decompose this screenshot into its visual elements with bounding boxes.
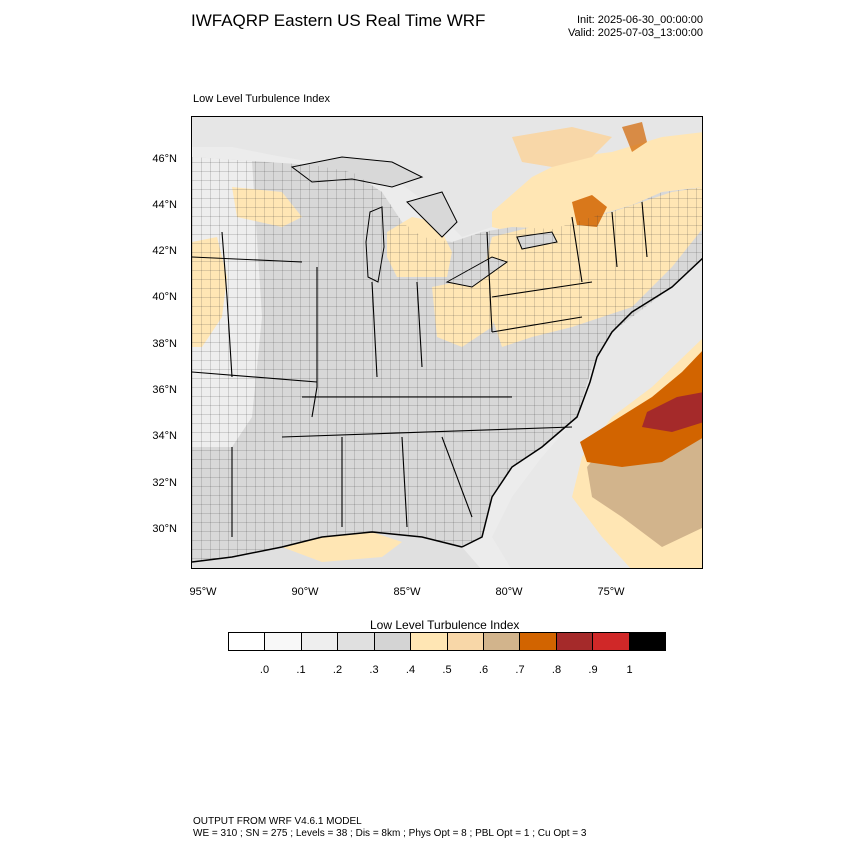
colorbar-label-2: .2	[332, 664, 343, 676]
lat-label-46n: 46°N	[152, 153, 177, 165]
valid-time: Valid: 2025-07-03_13:00:00	[568, 27, 703, 39]
init-time: Init: 2025-06-30_00:00:00	[577, 14, 703, 26]
colorbar-swatch-3	[338, 633, 375, 650]
colorbar-label-6: .6	[478, 664, 489, 676]
colorbar-swatch-10	[593, 633, 630, 650]
colorbar-swatch-7	[483, 633, 521, 650]
colorbar-label-7: .7	[515, 664, 525, 676]
colorbar-label-1: .1	[296, 664, 306, 676]
county-lines	[192, 157, 702, 562]
colorbar-label-5: .5	[442, 664, 452, 676]
colorbar-label-4: .4	[405, 664, 416, 676]
colorbar-swatch-11	[629, 633, 666, 650]
lat-label-32n: 32°N	[152, 477, 177, 489]
plot-title: IWFAQRP Eastern US Real Time WRF	[191, 11, 486, 30]
lat-label-36n: 36°N	[152, 384, 177, 396]
colorbar-label-3: .3	[369, 664, 379, 676]
lon-label-95w: 95°W	[189, 586, 217, 598]
canada-tan-field	[512, 127, 612, 167]
atlantic-orange-core	[580, 351, 702, 467]
lat-label-42n: 42°N	[152, 245, 177, 257]
lake-huron	[406, 191, 458, 238]
colorbar-label-9: .9	[588, 664, 598, 676]
ontario-orange-field	[492, 132, 702, 232]
colorbar-swatch-1	[265, 633, 302, 650]
colorbar-label-8: .8	[551, 664, 562, 676]
model-config: WE = 310 ; SN = 275 ; Levels = 38 ; Dis …	[193, 828, 587, 839]
turbulence-map	[192, 117, 702, 568]
lon-label-80w: 80°W	[495, 586, 523, 598]
atlantic-coastline	[461, 257, 702, 548]
lat-label-30n: 30°N	[152, 523, 177, 535]
quebec-hotspot	[622, 122, 647, 152]
state-boundaries	[192, 201, 648, 537]
lon-label-75w: 75°W	[597, 586, 625, 598]
map-panel	[191, 116, 703, 569]
model-info: OUTPUT FROM WRF V4.6.1 MODEL	[193, 816, 362, 827]
colorbar-swatch-5	[411, 633, 448, 650]
lat-label-38n: 38°N	[152, 338, 177, 350]
gulf-coastline	[192, 531, 463, 563]
colorbar-swatch-4	[374, 633, 412, 650]
colorbar-label-10: 1	[626, 664, 633, 676]
lat-label-34n: 34°N	[152, 430, 177, 442]
atlantic-red-core	[642, 392, 702, 432]
lat-label-40n: 40°N	[152, 291, 177, 303]
colorbar-swatch-8	[520, 633, 557, 650]
colorbar-title: Low Level Turbulence Index	[370, 618, 520, 632]
map-subtitle: Low Level Turbulence Index	[193, 93, 330, 105]
lon-label-90w: 90°W	[291, 586, 319, 598]
colorbar	[228, 632, 666, 651]
colorbar-swatch-9	[556, 633, 594, 650]
colorbar-swatch-6	[447, 633, 484, 650]
colorbar-swatch-0	[229, 633, 266, 650]
lat-label-44n: 44°N	[152, 199, 177, 211]
lon-label-85w: 85°W	[393, 586, 421, 598]
colorbar-swatch-2	[301, 633, 339, 650]
colorbar-label-0: .0	[259, 664, 270, 676]
